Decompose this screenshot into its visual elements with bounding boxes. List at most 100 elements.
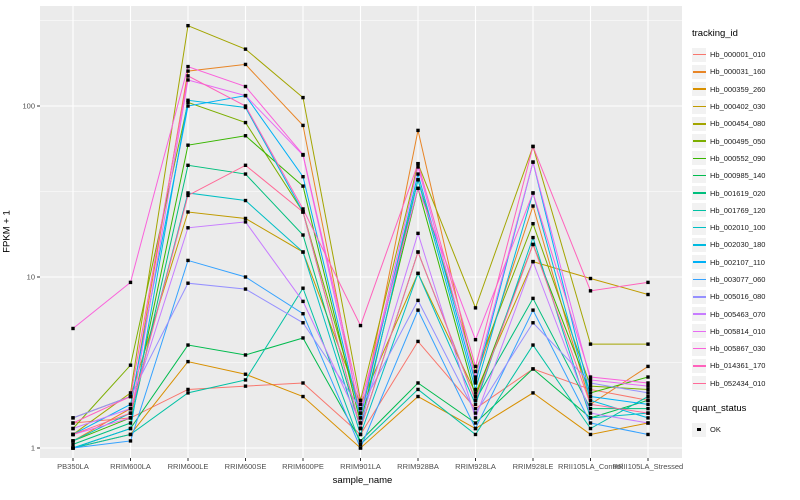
data-point: [646, 384, 650, 388]
data-point: [473, 411, 478, 415]
data-point: [588, 289, 593, 293]
data-point: [243, 220, 248, 224]
line-swatch-icon: [692, 168, 706, 183]
data-point: [301, 312, 305, 316]
legend-item-Hb_000552_090: Hb_000552_090: [692, 150, 798, 167]
data-point: [243, 275, 248, 279]
legend-item-Hb_005463_070: Hb_005463_070: [692, 305, 798, 322]
data-point: [186, 69, 190, 73]
data-point: [588, 378, 593, 382]
data-point: [301, 299, 305, 304]
data-point: [646, 432, 650, 437]
data-point: [186, 210, 190, 214]
data-point: [358, 402, 363, 407]
data-point: [416, 308, 420, 312]
data-point: [531, 296, 535, 301]
data-point: [358, 421, 363, 425]
data-point: [243, 93, 248, 98]
legend-item-Hb_005814_010: Hb_005814_010: [692, 323, 798, 340]
line-swatch-icon: [692, 324, 706, 339]
line-swatch-icon: [692, 47, 706, 62]
data-point: [531, 221, 535, 226]
legend-item-label: Hb_005814_010: [710, 326, 766, 336]
data-point: [473, 306, 478, 310]
data-point: [646, 402, 650, 407]
legend-item-label: Hb_000402_030: [710, 102, 766, 112]
y-tick-label: 10: [27, 273, 35, 282]
legend-section-quant-status: quant_status OK: [692, 403, 798, 438]
line-swatch-icon: [692, 64, 706, 79]
data-point: [646, 394, 650, 399]
data-point: [358, 406, 363, 411]
ok-square-icon: [692, 422, 706, 437]
legend-title-tracking-id: tracking_id: [692, 28, 738, 39]
legend-item-label: Hb_000001_010: [710, 50, 766, 60]
data-point: [358, 426, 363, 431]
line-swatch-icon: [692, 116, 706, 131]
data-point: [473, 375, 478, 379]
data-point: [416, 298, 420, 303]
data-point: [473, 426, 478, 431]
legend-item-Hb_000359_260: Hb_000359_260: [692, 81, 798, 98]
data-point: [186, 343, 190, 347]
data-point: [186, 387, 190, 392]
legend-item-ok: OK: [692, 421, 798, 438]
data-point: [358, 398, 363, 403]
data-point: [646, 398, 650, 403]
data-point: [243, 84, 248, 89]
data-point: [588, 342, 593, 346]
data-point: [301, 286, 305, 290]
data-point: [186, 104, 190, 108]
data-point: [301, 207, 305, 211]
legend-item-label: Hb_003077_060: [710, 275, 766, 284]
data-point: [531, 242, 535, 247]
legend-item-Hb_052434_010: Hb_052434_010: [692, 375, 798, 392]
legend-item-Hb_002030_180: Hb_002030_180: [692, 236, 798, 253]
data-point: [588, 391, 593, 395]
data-point: [243, 353, 248, 357]
data-point: [71, 416, 75, 420]
legend-item-label: Hb_002030_180: [710, 240, 766, 250]
data-point: [588, 416, 593, 420]
legend-items: Hb_000001_010 Hb_000031_160 Hb_000359_260 H…: [692, 46, 798, 392]
legend-item-Hb_000402_030: Hb_000402_030: [692, 98, 798, 115]
legend-item-label: OK: [710, 425, 721, 435]
data-point: [243, 216, 248, 221]
data-point: [186, 193, 190, 198]
legend-item-label: Hb_001769_120: [710, 205, 766, 215]
legend-item-Hb_005867_030: Hb_005867_030: [692, 340, 798, 357]
data-point: [358, 432, 363, 437]
line-swatch-icon: [692, 255, 706, 270]
data-point: [186, 359, 190, 364]
data-point: [588, 381, 593, 385]
data-point: [301, 210, 305, 214]
line-swatch-icon: [692, 272, 706, 287]
line-swatch-icon: [692, 289, 706, 304]
data-point: [186, 143, 190, 147]
data-point: [186, 258, 190, 263]
legend-item-Hb_014361_170: Hb_014361_170: [692, 357, 798, 374]
legend-item-label: Hb_052434_010: [710, 378, 766, 388]
legend-item-Hb_000454_080: Hb_000454_080: [692, 115, 798, 132]
data-point: [186, 391, 190, 395]
data-point: [301, 184, 305, 188]
legend-item-label: Hb_014361_170: [710, 361, 766, 371]
data-point: [416, 178, 420, 182]
data-point: [243, 47, 248, 51]
x-tick-label: RRII105LA_Stressed: [613, 462, 683, 471]
data-point: [531, 367, 535, 371]
x-tick-label: RRIM600LE: [168, 462, 209, 471]
data-point: [588, 411, 593, 415]
data-point: [416, 186, 420, 191]
line-swatch-icon: [692, 220, 706, 235]
data-point: [358, 411, 363, 415]
data-point: [128, 416, 133, 420]
data-point: [243, 198, 248, 203]
data-point: [243, 62, 248, 67]
legend-item-Hb_003077_060: Hb_003077_060: [692, 271, 798, 288]
data-point: [71, 421, 75, 425]
data-point: [416, 172, 420, 176]
data-point: [588, 375, 593, 379]
x-tick-label: RRIM928LA: [455, 462, 496, 471]
